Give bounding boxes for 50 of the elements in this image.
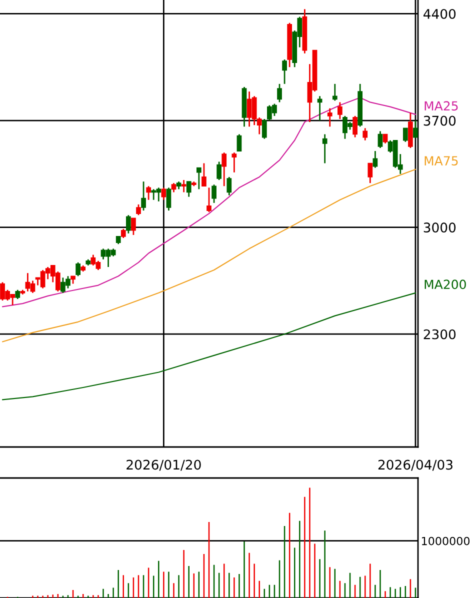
y-tick-label: 4400 [424, 8, 456, 19]
candlestick [131, 217, 136, 236]
candlestick [212, 184, 216, 204]
candlestick [141, 180, 146, 212]
candlestick [362, 127, 368, 142]
candlestick [126, 214, 131, 234]
candlestick [181, 179, 186, 193]
candlestick [226, 176, 232, 196]
x-tick-label: 2026/04/03 [378, 460, 452, 471]
candlestick [76, 262, 80, 277]
candlestick [136, 204, 141, 216]
candlestick [402, 127, 408, 143]
candlestick [161, 186, 166, 201]
candlestick [352, 115, 358, 138]
candlestick [382, 134, 388, 144]
candlestick [232, 152, 237, 174]
candlestick [317, 95, 322, 122]
candlestick [216, 161, 222, 181]
candlestick [186, 180, 192, 198]
candlestick [206, 186, 212, 213]
candlestick [15, 289, 20, 300]
y-tick-label: 3700 [424, 116, 456, 126]
candlestick [222, 152, 227, 187]
candlestick [120, 228, 126, 239]
candlestick [196, 167, 202, 190]
candlestick [372, 150, 378, 169]
y-tick-label: 1000000 [422, 536, 470, 546]
line-series [2, 292, 416, 400]
candlestick [413, 120, 418, 138]
line-series [2, 97, 416, 308]
candlestick [277, 83, 282, 103]
candlestick [202, 162, 206, 187]
candlestick [368, 162, 373, 184]
line-series [2, 168, 416, 342]
candlestick [327, 108, 332, 128]
candlestick [338, 102, 342, 120]
y-tick-label: 2300 [424, 329, 456, 340]
candlestick [166, 186, 172, 212]
y-tick-label: 3000 [424, 222, 456, 233]
candlestick [332, 83, 338, 102]
series-label: MA200 [424, 280, 466, 290]
candlestick [322, 134, 328, 164]
candlestick [146, 185, 151, 201]
series-label: MA75 [424, 156, 458, 166]
series-label: MA25 [424, 101, 458, 111]
candlestick [378, 130, 383, 149]
candlestick [171, 182, 176, 193]
candlestick [282, 58, 287, 85]
x-tick-label: 2026/01/20 [126, 460, 201, 471]
candlestick [236, 134, 242, 152]
